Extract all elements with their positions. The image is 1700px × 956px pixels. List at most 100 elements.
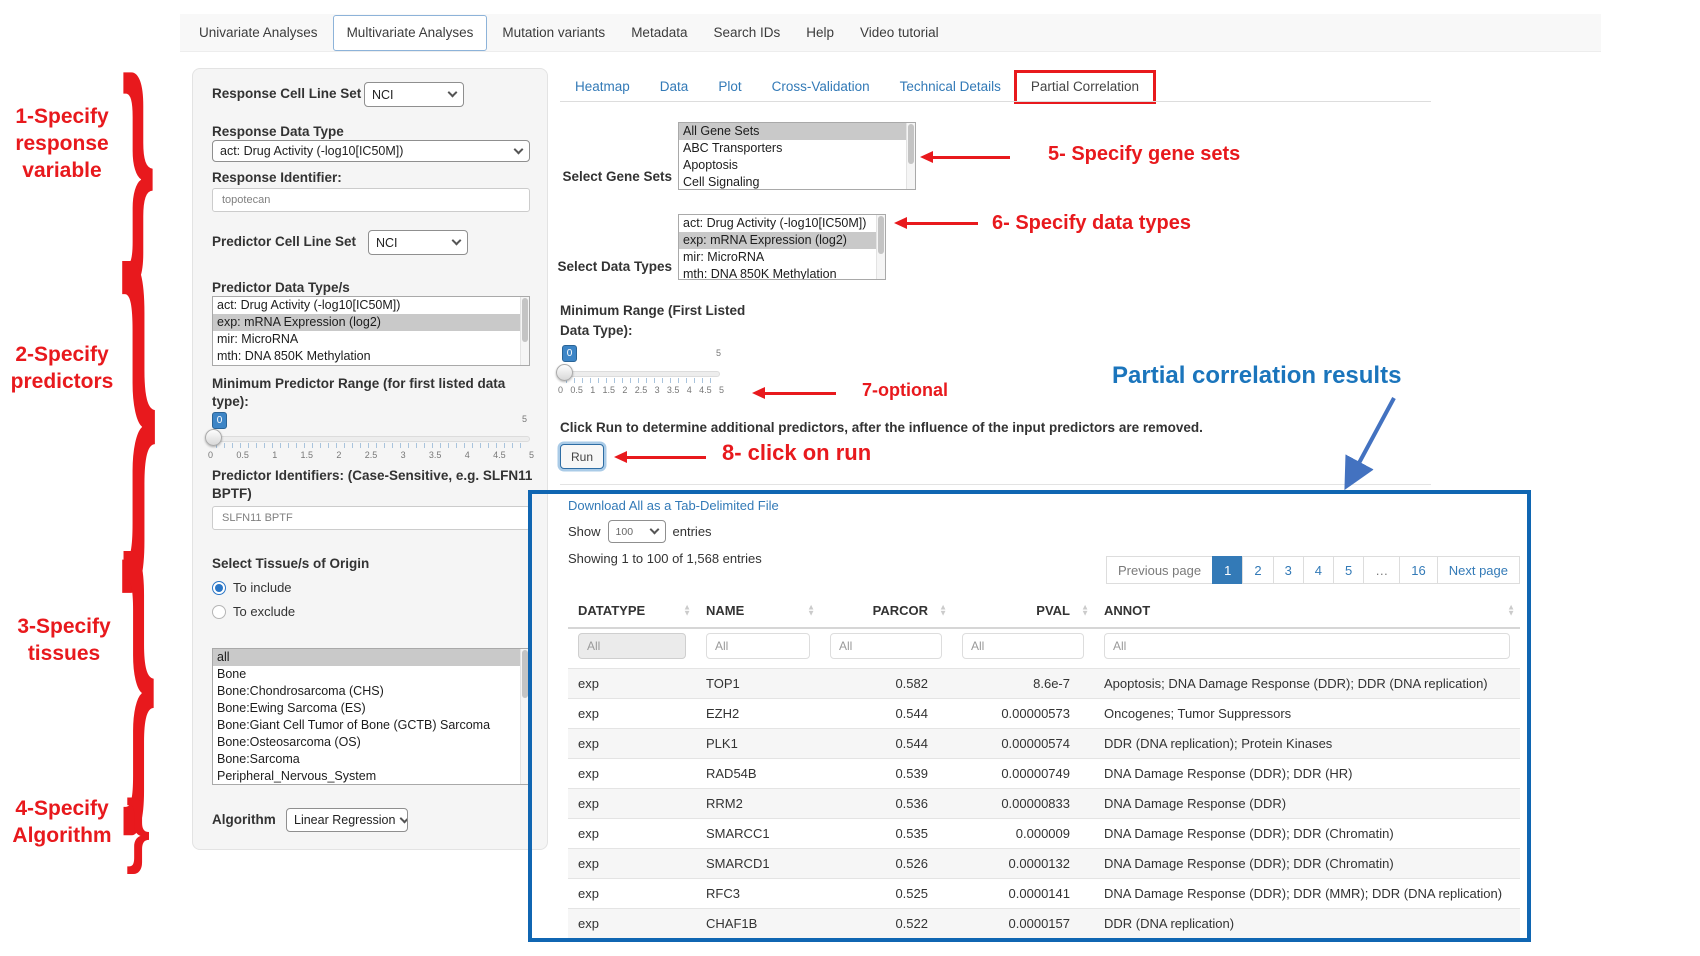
column-header-parcor[interactable]: PARCOR ▲ ▼: [820, 594, 952, 629]
list-option[interactable]: All Gene Sets: [679, 123, 915, 140]
radio-unchecked-icon[interactable]: [212, 604, 226, 619]
gene-sets-listbox[interactable]: All Gene Sets ABC Transporters Apoptosis Ce…: [678, 122, 916, 190]
nav-item-search-ids[interactable]: Search IDs: [713, 24, 781, 40]
page-button-2[interactable]: 2: [1242, 556, 1274, 584]
response-data-type-select[interactable]: act: Drug Activity (-log10[IC50M]): [212, 140, 530, 162]
page-size-select[interactable]: 100: [607, 520, 666, 543]
filter-input-parcor[interactable]: All: [830, 633, 942, 659]
tissue-listbox[interactable]: all Bone Bone:Chondrosarcoma (CHS) Bone:Ewi…: [212, 648, 530, 785]
table-row[interactable]: exp SMARCD1 0.526 0.0000132 DNA Damage Respo…: [568, 848, 1520, 879]
table-row[interactable]: exp RFC3 0.525 0.0000141 DNA Damage Response…: [568, 878, 1520, 909]
data-types-listbox[interactable]: act: Drug Activity (-log10[IC50M]) exp: m…: [678, 214, 886, 280]
column-header-annot[interactable]: ANNOT ▲ ▼: [1094, 594, 1520, 629]
predictor-identifiers-input[interactable]: SLFN11 BPTF: [212, 506, 530, 530]
results-table-head: DATATYPE ▲ ▼ NAME ▲ ▼ PARCOR ▲ ▼ PVAL ▲ ▼ ANNOT ▲ ▼ All…: [568, 594, 1520, 669]
column-header-name[interactable]: NAME ▲ ▼: [696, 594, 820, 629]
page-button-16[interactable]: 16: [1399, 556, 1438, 584]
tissue-exclude-radio[interactable]: To exclude: [212, 604, 295, 619]
nav-item-metadata[interactable]: Metadata: [631, 24, 688, 40]
nav-item-univariate-analyses[interactable]: Univariate Analyses: [199, 24, 318, 40]
tab-technical-details[interactable]: Technical Details: [899, 78, 1001, 94]
list-option[interactable]: mth: DNA 850K Methylation: [683, 267, 837, 280]
list-option[interactable]: Apoptosis: [683, 158, 738, 172]
table-row[interactable]: exp TOP1 0.582 8.6e-7 Apoptosis; DNA Damage …: [568, 668, 1520, 699]
page-button-3[interactable]: 3: [1272, 556, 1304, 584]
slider-tickmarks: [216, 443, 526, 448]
previous-page-button[interactable]: Previous page: [1105, 556, 1214, 584]
list-option[interactable]: Bone:Giant Cell Tumor of Bone (GCTB) Sar…: [217, 718, 491, 732]
list-option[interactable]: Bone:Chondrosarcoma (CHS): [217, 684, 384, 698]
tab-partial-correlation[interactable]: Partial Correlation: [1013, 69, 1156, 104]
min-range-slider-handle[interactable]: [556, 364, 573, 381]
min-predictor-range-slider-track[interactable]: [212, 436, 530, 442]
list-option[interactable]: act: Drug Activity (-log10[IC50M]): [217, 298, 401, 312]
next-page-button[interactable]: Next page: [1436, 556, 1520, 584]
predictor-cell-line-set-select[interactable]: NCI: [368, 230, 468, 255]
table-row[interactable]: exp RRM2 0.536 0.00000833 DNA Damage Respons…: [568, 788, 1520, 819]
run-button[interactable]: Run: [560, 444, 604, 469]
min-predictor-range-slider-handle[interactable]: [205, 429, 222, 446]
nav-item-video-tutorial[interactable]: Video tutorial: [860, 24, 939, 40]
response-cell-line-set-select[interactable]: NCI: [364, 82, 464, 107]
tab-plot[interactable]: Plot: [718, 78, 742, 94]
nav-item-mutation-variants[interactable]: Mutation variants: [502, 24, 606, 40]
list-option[interactable]: mth: DNA 850K Methylation: [217, 349, 371, 363]
table-row[interactable]: exp RAD54B 0.539 0.00000749 DNA Damage Respo…: [568, 758, 1520, 789]
column-header-datatype[interactable]: DATATYPE ▲ ▼: [568, 594, 696, 629]
tick-label: 4: [464, 450, 470, 460]
cell-parcor: 0.539: [820, 758, 952, 789]
nav-item-help[interactable]: Help: [806, 24, 835, 40]
algorithm-select[interactable]: Linear Regression: [286, 808, 408, 832]
scrollbar[interactable]: [520, 649, 529, 784]
sort-icon[interactable]: ▲ ▼: [1507, 602, 1515, 618]
min-range-slider-track[interactable]: [562, 371, 720, 377]
list-option[interactable]: Bone:Osteosarcoma (OS): [217, 735, 361, 749]
list-option[interactable]: mir: MicroRNA: [217, 332, 299, 346]
filter-input-annot[interactable]: All: [1104, 633, 1510, 659]
scrollbar[interactable]: [906, 123, 915, 189]
page-size-value: 100: [615, 525, 634, 538]
sort-icon[interactable]: ▲ ▼: [807, 602, 815, 618]
column-header-pval[interactable]: PVAL ▲ ▼: [952, 594, 1094, 629]
page-button-5[interactable]: 5: [1333, 556, 1365, 584]
tissue-origin-label: Select Tissue/s of Origin: [212, 556, 370, 571]
radio-checked-icon[interactable]: [212, 580, 226, 595]
page-button-4[interactable]: 4: [1302, 556, 1335, 584]
nav-item-multivariate-analyses[interactable]: Multivariate Analyses: [332, 14, 488, 51]
filter-input-datatype[interactable]: All: [578, 633, 686, 659]
table-row[interactable]: exp EZH2 0.544 0.00000573 Oncogenes; Tumor S…: [568, 698, 1520, 729]
sort-icon[interactable]: ▲ ▼: [683, 602, 691, 618]
list-option[interactable]: exp: mRNA Expression (log2): [213, 314, 529, 331]
filter-input-pval[interactable]: All: [962, 633, 1084, 659]
sort-icon[interactable]: ▲ ▼: [1081, 602, 1089, 618]
tab-data[interactable]: Data: [659, 78, 689, 94]
pagination-ellipsis[interactable]: …: [1363, 556, 1401, 584]
list-option[interactable]: Bone: [217, 667, 247, 681]
list-option[interactable]: act: Drug Activity (-log10[IC50M]): [683, 216, 867, 230]
annotation-step4-label: 4-Specify Algorithm: [12, 797, 112, 847]
tick-label: 3: [400, 450, 406, 460]
download-all-link[interactable]: Download All as a Tab-Delimited File: [568, 498, 779, 513]
table-row[interactable]: exp CHAF1B 0.522 0.0000157 DDR (DNA replicat…: [568, 908, 1520, 938]
chevron-down-icon: [400, 813, 407, 823]
list-option[interactable]: all: [213, 649, 529, 666]
tab-cross-validation[interactable]: Cross-Validation: [771, 78, 870, 94]
list-option[interactable]: exp: mRNA Expression (log2): [679, 232, 885, 249]
predictor-data-types-listbox[interactable]: act: Drug Activity (-log10[IC50M]) exp: m…: [212, 296, 530, 366]
tab-heatmap[interactable]: Heatmap: [575, 78, 630, 94]
tissue-include-radio[interactable]: To include: [212, 580, 292, 595]
sort-icon[interactable]: ▲ ▼: [939, 602, 947, 618]
scrollbar[interactable]: [876, 215, 885, 279]
list-option[interactable]: Bone:Ewing Sarcoma (ES): [217, 701, 366, 715]
list-option[interactable]: Cell Signaling: [683, 175, 760, 189]
page-button-1[interactable]: 1: [1212, 556, 1244, 584]
scrollbar[interactable]: [520, 297, 529, 365]
list-option[interactable]: Bone:Sarcoma: [217, 752, 300, 766]
filter-input-name[interactable]: All: [706, 633, 810, 659]
list-option[interactable]: ABC Transporters: [683, 141, 783, 155]
table-row[interactable]: exp SMARCC1 0.535 0.000009 DNA Damage Respon…: [568, 818, 1520, 849]
list-option[interactable]: mir: MicroRNA: [683, 250, 765, 264]
table-row[interactable]: exp PLK1 0.544 0.00000574 DDR (DNA replicati…: [568, 728, 1520, 759]
list-option[interactable]: Peripheral_Nervous_System: [217, 769, 377, 783]
response-identifier-input[interactable]: topotecan: [212, 188, 530, 212]
